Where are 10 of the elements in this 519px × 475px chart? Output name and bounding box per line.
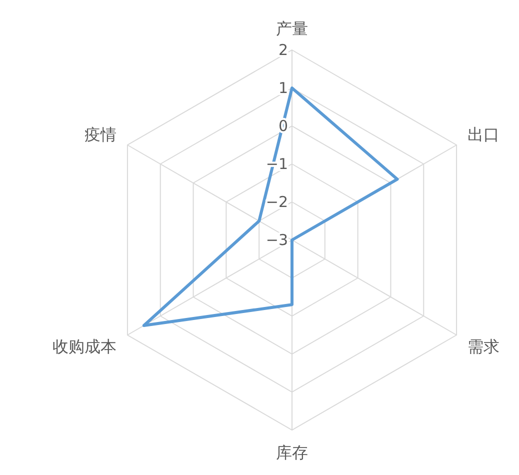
y-tick-label: 2: [278, 41, 288, 59]
spoke-label: 产量: [276, 19, 308, 38]
y-tick-label: −2: [266, 193, 288, 211]
y-tick-label: −3: [266, 231, 288, 249]
spoke-label: 疫情: [84, 125, 116, 144]
spoke-label: 收购成本: [52, 337, 116, 356]
spoke-label: 出口: [468, 125, 500, 144]
spoke-label: 库存: [276, 443, 308, 462]
spoke-label: 需求: [468, 337, 500, 356]
y-tick-label: 1: [278, 79, 288, 97]
